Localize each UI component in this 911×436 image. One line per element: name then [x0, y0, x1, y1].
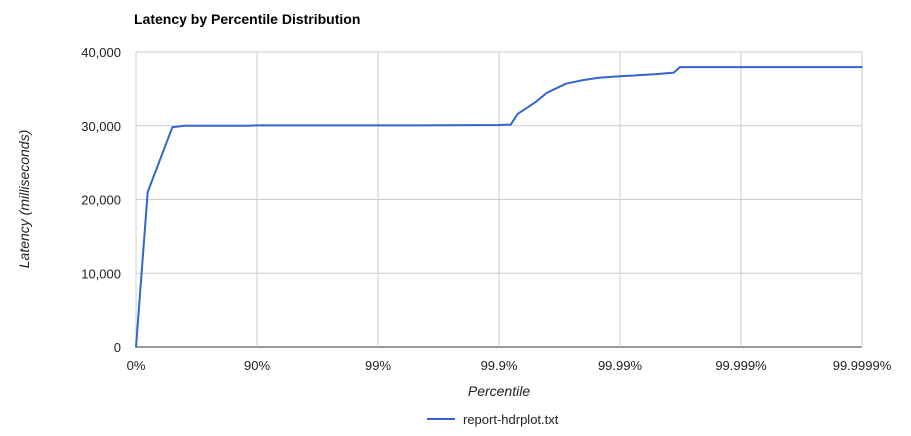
x-axis-ticks: 0% 90% 99% 99.9% 99.99% 99.999% 99.9999% — [127, 358, 892, 373]
x-tick-label: 99.999% — [715, 358, 767, 373]
data-point — [679, 66, 681, 68]
data-point — [516, 113, 519, 115]
data-point — [534, 101, 537, 103]
grid-lines — [135, 51, 863, 348]
y-tick-label: 30,000 — [81, 119, 121, 134]
x-axis-title: Percentile — [468, 383, 530, 399]
data-point — [246, 125, 249, 127]
data-point — [413, 124, 416, 127]
series-line — [135, 66, 862, 348]
data-point — [582, 79, 585, 81]
data-point — [171, 126, 174, 128]
y-tick-label: 0 — [114, 340, 121, 355]
y-tick-label: 20,000 — [81, 193, 121, 208]
data-point — [565, 82, 567, 85]
y-axis-title: Latency (milliseconds) — [16, 130, 32, 269]
x-tick-label: 99.99% — [598, 358, 643, 373]
data-point — [619, 75, 621, 78]
data-point — [672, 71, 675, 74]
y-tick-label: 40,000 — [81, 45, 121, 60]
series-group — [135, 66, 863, 348]
y-tick-label: 10,000 — [81, 266, 121, 281]
data-point — [597, 77, 600, 79]
legend: report-hdrplot.txt — [427, 412, 559, 427]
data-point — [498, 124, 500, 126]
y-axis-ticks: 0 10,000 20,000 30,000 40,000 — [81, 45, 121, 355]
x-tick-label: 99.9999% — [833, 358, 892, 373]
x-tick-label: 99.9% — [481, 358, 518, 373]
x-tick-label: 90% — [244, 358, 270, 373]
chart-title: Latency by Percentile Distribution — [134, 11, 360, 27]
x-tick-label: 0% — [127, 358, 146, 373]
data-point — [509, 123, 512, 126]
data-point — [655, 73, 658, 75]
x-tick-label: 99% — [365, 358, 391, 373]
data-point — [256, 124, 258, 127]
data-point — [546, 91, 548, 94]
legend-label: report-hdrplot.txt — [463, 412, 559, 427]
data-point — [183, 125, 185, 127]
data-point — [146, 191, 149, 193]
data-point — [861, 66, 863, 68]
data-point — [135, 346, 137, 348]
